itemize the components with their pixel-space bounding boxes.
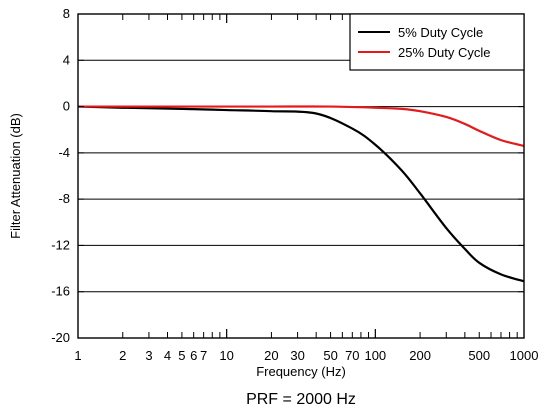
y-tick-label: 8 — [63, 6, 70, 21]
x-tick-label: 6 — [190, 348, 197, 363]
x-tick-label: 10 — [219, 348, 233, 363]
data-series — [77, 105, 525, 283]
x-tick-label: 100 — [364, 348, 386, 363]
y-tick-label: -20 — [51, 330, 70, 345]
grid-lines — [78, 59, 524, 293]
x-tick-label: 70 — [345, 348, 359, 363]
x-tick-label: 200 — [409, 348, 431, 363]
legend-box — [349, 13, 525, 71]
tick-labels: 840-4-8-12-16-201 2 3 4 5 6 7 10 20 30 50 70 100 200 5… — [51, 6, 538, 363]
plot-frame — [77, 13, 525, 339]
x-tick-label: 5 — [178, 348, 185, 363]
y-tick-label: 0 — [63, 99, 70, 114]
x-tick-label: 1 — [74, 348, 81, 363]
legend-label-25pct: 25% Duty Cycle — [398, 45, 490, 60]
y-tick-label: -16 — [51, 284, 70, 299]
x-tick-label: 7 — [200, 348, 207, 363]
x-axis-title: Frequency (Hz) — [256, 364, 346, 379]
x-tick-label: 1000 — [510, 348, 539, 363]
series-line-5pct — [77, 105, 525, 283]
x-tick-label: 2 — [119, 348, 126, 363]
y-tick-label: 4 — [63, 52, 70, 67]
y-axis-title: Filter Attenuation (dB) — [8, 113, 23, 239]
legend: 5% Duty Cycle 25% Duty Cycle — [349, 13, 525, 71]
y-tick-label: -4 — [58, 145, 70, 160]
x-tick-label: 20 — [264, 348, 278, 363]
y-tick-label: -12 — [51, 237, 70, 252]
x-tick-label: 30 — [290, 348, 304, 363]
legend-label-5pct: 5% Duty Cycle — [398, 25, 483, 40]
series-line-25pct — [78, 105, 525, 147]
x-tick-label: 3 — [145, 348, 152, 363]
x-tick-label: 500 — [468, 348, 490, 363]
y-tick-label: -8 — [58, 191, 70, 206]
x-tick-label: 4 — [164, 348, 171, 363]
x-tick-label: 50 — [323, 348, 337, 363]
chart-caption: PRF = 2000 Hz — [246, 391, 356, 408]
